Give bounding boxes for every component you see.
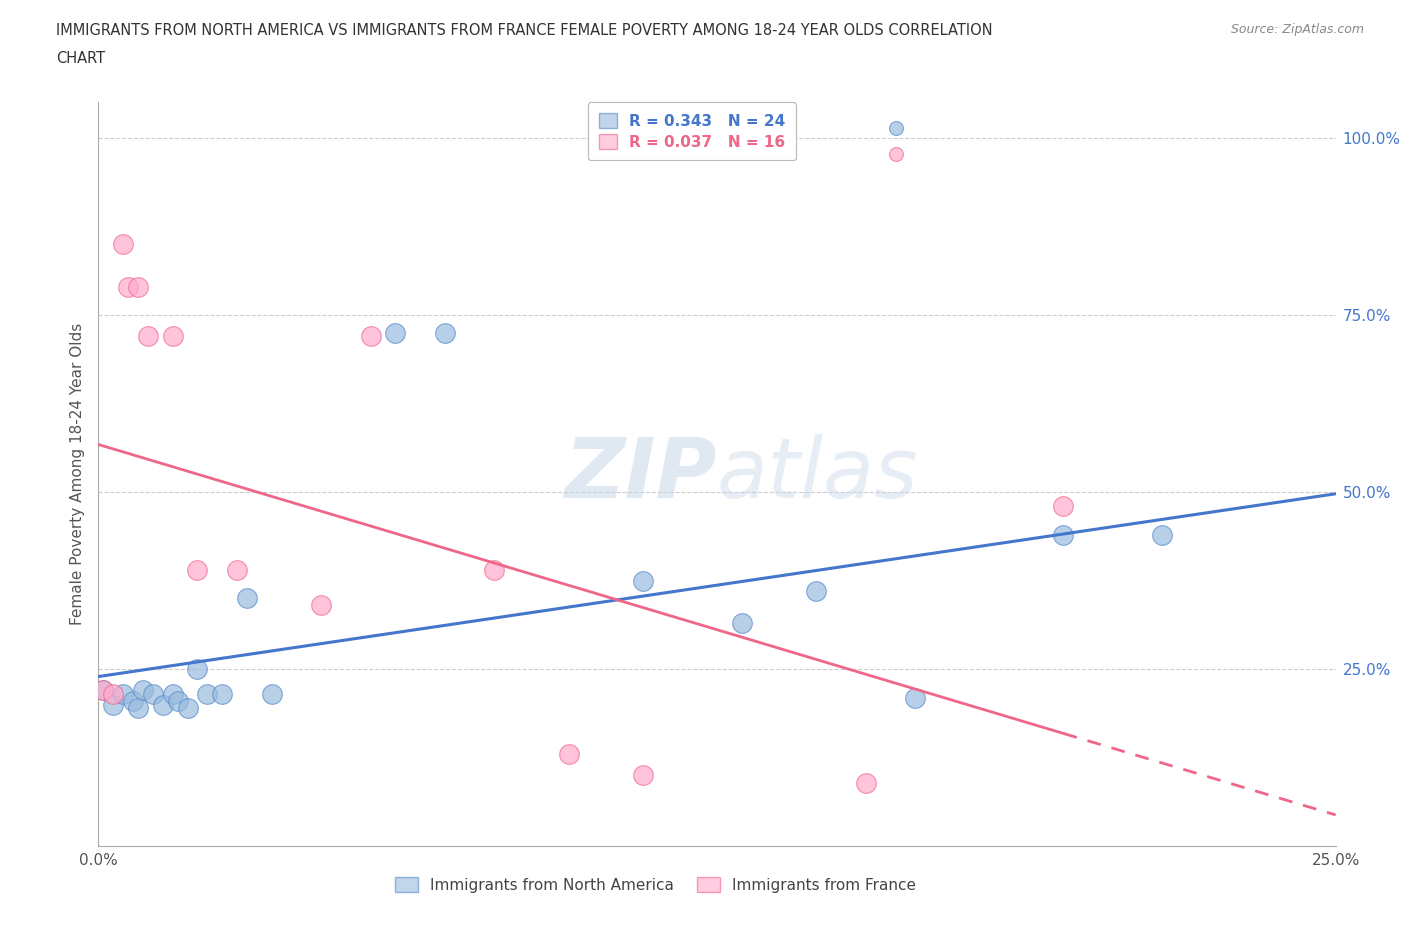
Point (236, 591, 259, 605)
Point (731, 616, 754, 631)
Point (103, 686, 125, 701)
Point (631, 573, 654, 588)
Point (142, 686, 165, 701)
Point (176, 700, 198, 715)
Point (186, 662, 208, 677)
Point (162, 328, 184, 343)
Point (93, 683, 115, 698)
Point (136, 328, 159, 343)
Point (127, 700, 149, 715)
Point (484, 563, 506, 578)
Point (112, 686, 135, 701)
Point (93, 683, 115, 698)
Point (226, 563, 249, 578)
Point (122, 694, 145, 709)
Point (112, 236, 135, 251)
Point (904, 690, 927, 705)
Point (152, 698, 174, 712)
Point (1052, 527, 1074, 542)
Point (1152, 527, 1174, 542)
Point (166, 694, 188, 709)
Point (384, 326, 406, 340)
Point (804, 584, 827, 599)
Legend: Immigrants from North America, Immigrants from France: Immigrants from North America, Immigrant… (385, 868, 925, 902)
Point (433, 326, 456, 340)
Point (855, 775, 877, 790)
Text: CHART: CHART (56, 51, 105, 66)
Point (360, 328, 382, 343)
Point (211, 686, 233, 701)
Point (557, 747, 579, 762)
Point (260, 686, 283, 701)
Point (186, 563, 208, 578)
Point (117, 279, 139, 294)
Text: atlas: atlas (717, 433, 918, 515)
Text: ZIP: ZIP (564, 433, 717, 515)
Point (631, 768, 654, 783)
Point (162, 686, 184, 701)
Text: Source: ZipAtlas.com: Source: ZipAtlas.com (1230, 23, 1364, 36)
Point (127, 279, 149, 294)
Text: IMMIGRANTS FROM NORTH AMERICA VS IMMIGRANTS FROM FRANCE FEMALE POVERTY AMONG 18-: IMMIGRANTS FROM NORTH AMERICA VS IMMIGRA… (56, 23, 993, 38)
Point (309, 598, 332, 613)
Point (132, 683, 155, 698)
Point (103, 698, 125, 712)
Y-axis label: Female Poverty Among 18-24 Year Olds: Female Poverty Among 18-24 Year Olds (69, 324, 84, 626)
Point (1052, 498, 1074, 513)
Point (195, 686, 218, 701)
